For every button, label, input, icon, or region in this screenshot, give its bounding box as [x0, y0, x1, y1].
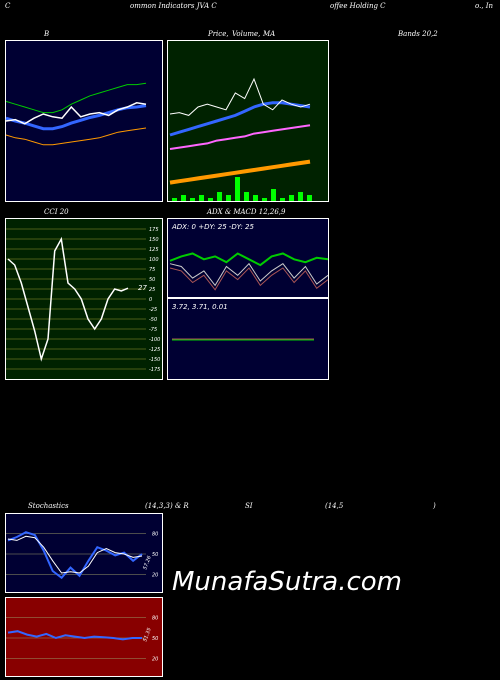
volume-bar: [172, 198, 177, 201]
adx-macd-title: ADX & MACD 12,26,9: [207, 208, 286, 216]
adx-label: ADX: 0 +DY: 25 -DY: 25: [171, 223, 254, 231]
title-part1: ommon Indicators JVA C: [130, 2, 217, 10]
volume-bar: [244, 192, 249, 201]
adx-white-line: [169, 262, 329, 287]
bollinger-price-line: [5, 102, 147, 125]
rsi-panel: 80 50 20 51.35: [5, 597, 163, 677]
rsi-tick-label: 50: [152, 636, 158, 642]
cci-tick-label: 100: [149, 257, 159, 263]
price-panel: [167, 40, 329, 202]
volume-bar: [253, 195, 258, 201]
stoch-d-line: [7, 535, 143, 574]
cci-tick-label: 25: [149, 287, 155, 293]
ma-pink: [169, 124, 311, 150]
bands-title: Bands 20,2: [398, 30, 438, 38]
volume-bar: [298, 192, 303, 201]
si-params: (14,5: [325, 502, 344, 510]
ma-blue: [169, 101, 311, 137]
stoch-last-value: 57.26: [142, 555, 153, 571]
volume-bar: [307, 195, 312, 201]
watermark: MunafaSutra.com: [172, 567, 403, 597]
rsi-chart: 80 50 20 51.35: [6, 616, 158, 662]
volume-bar: [190, 198, 195, 201]
stoch-tick-label: 20: [152, 572, 158, 578]
cci-tick-label: -175: [149, 367, 160, 373]
macd-chart: 3.72, 3.71, 0.01: [172, 303, 314, 341]
cci-tick-label: 50: [149, 277, 155, 283]
price-chart: [169, 77, 312, 201]
bollinger-middle-band: [5, 104, 147, 131]
stoch-title: Stochastics: [28, 502, 69, 510]
stoch-chart: 80 50 20 57.26: [6, 531, 158, 580]
stoch-k-line: [7, 531, 143, 580]
cci-tick-label: 175: [149, 227, 159, 233]
ma-orange: [169, 159, 311, 185]
price-title: Price,: [208, 30, 229, 38]
cci-tick-label: -25: [149, 307, 157, 313]
stoch-params: (14,3,3) & R: [145, 502, 189, 510]
cci-tick-label: -75: [149, 327, 157, 333]
volume-bars: [172, 177, 312, 201]
cci-title: CCI 20: [44, 208, 69, 216]
macd-label: 3.72, 3.71, 0.01: [172, 303, 228, 311]
volume-bar: [199, 195, 204, 201]
adx-green-line: [169, 252, 329, 267]
adx-panel: ADX: 0 +DY: 25 -DY: 25: [167, 218, 329, 298]
volume-bar: [217, 192, 222, 201]
si-title: SI: [245, 502, 253, 510]
macd-panel: 3.72, 3.71, 0.01: [167, 298, 329, 380]
ma-title: MA: [263, 30, 276, 38]
volume-bar: [280, 198, 285, 201]
rsi-line: [7, 630, 142, 641]
price-line: [169, 77, 311, 116]
volume-bar: [235, 177, 240, 201]
volume-bar: [181, 195, 186, 201]
bollinger-panel: [5, 40, 163, 202]
cci-tick-label: 0: [149, 297, 152, 303]
cci-tick-label: -100: [149, 337, 160, 343]
cci-last-value: 27: [138, 284, 147, 292]
volume-bar: [271, 189, 276, 201]
volume-bar: [208, 198, 213, 201]
cci-tick-label: 125: [149, 247, 159, 253]
close-paren: ): [433, 502, 436, 510]
volume-title: Volume,: [232, 30, 261, 38]
rsi-tick-label: 20: [152, 656, 158, 662]
rsi-grid: 80 50 20: [6, 616, 158, 662]
adx-chart: ADX: 0 +DY: 25 -DY: 25: [169, 223, 329, 291]
cci-line: [7, 236, 129, 362]
title-c1: C: [5, 2, 11, 10]
cci-tick-label: -50: [149, 317, 157, 323]
bollinger-lower-band: [5, 127, 147, 146]
title-part3: o., In: [475, 2, 494, 10]
title-part2: offee Holding C: [330, 2, 386, 10]
stoch-tick-label: 50: [152, 552, 158, 558]
volume-bar: [289, 195, 294, 201]
cci-panel: 175 150 125 100 75 50 25 0 -25 -50 -75 -100 -125 -150…: [5, 218, 163, 380]
volume-bar: [226, 195, 231, 201]
stoch-tick-label: 80: [152, 532, 158, 538]
cci-grid: 175 150 125 100 75 50 25 0 -25 -50 -75 -100 -125 -150…: [6, 227, 160, 373]
volume-bar: [262, 198, 267, 201]
bollinger-title: B: [44, 30, 50, 38]
cci-tick-label: -125: [149, 347, 160, 353]
adx-brown-line: [169, 267, 329, 291]
rsi-last-value: 51.35: [142, 627, 153, 643]
stoch-panel: 80 50 20 57.26: [5, 513, 163, 593]
cci-tick-label: -150: [149, 357, 160, 363]
bollinger-upper-band: [5, 82, 147, 114]
rsi-tick-label: 80: [152, 616, 158, 622]
cci-tick-label: 75: [149, 267, 155, 273]
cci-tick-label: 150: [149, 237, 159, 243]
bollinger-chart: [5, 82, 147, 146]
cci-chart: 175 150 125 100 75 50 25 0 -25 -50 -75 -100 -125 -150…: [6, 227, 160, 373]
